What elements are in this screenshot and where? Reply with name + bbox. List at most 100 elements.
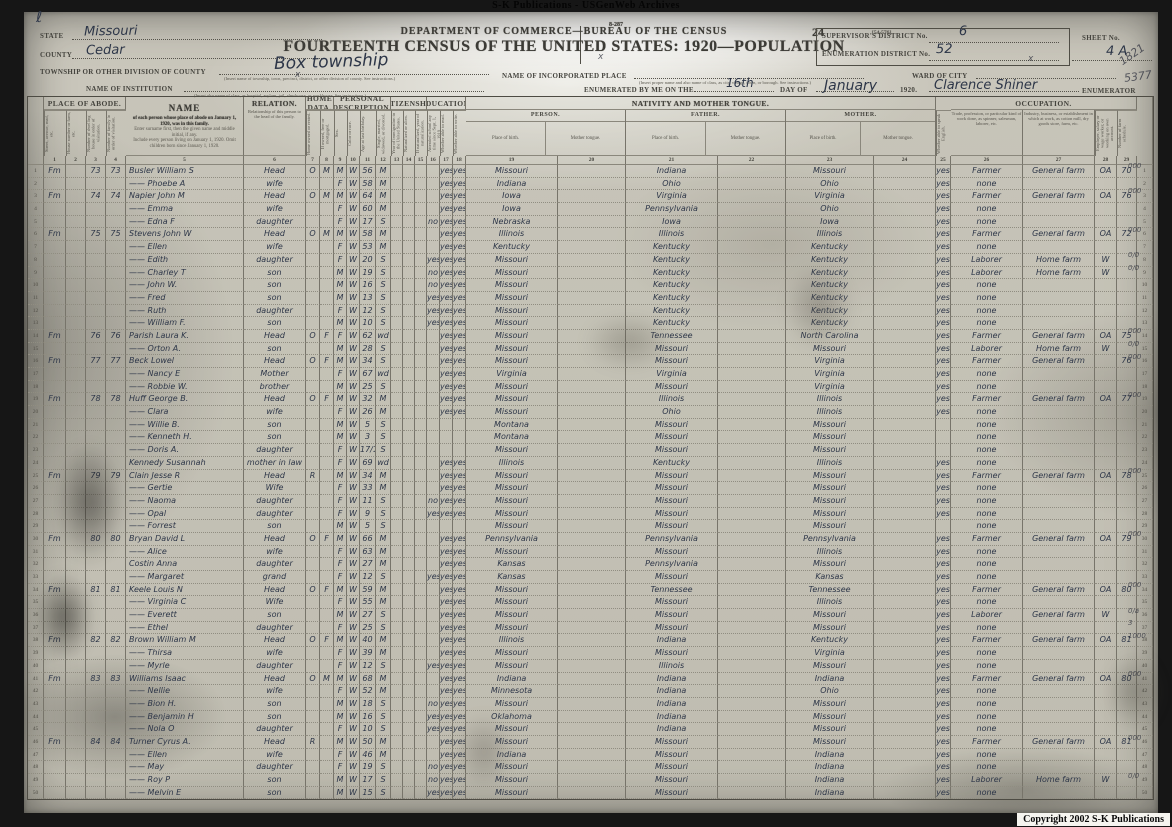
cell-col11: 32 (360, 393, 376, 407)
cell-col20 (558, 672, 626, 686)
cell-col6: son (244, 520, 306, 533)
cell-col1 (44, 241, 66, 254)
cell-col17: yes (440, 697, 453, 711)
cell-col16: yes (427, 786, 440, 800)
cell-col14 (403, 380, 415, 394)
cell-col23: Ohio (786, 177, 874, 191)
cell-col1 (44, 659, 66, 673)
cell-col23: Missouri (786, 659, 874, 673)
cell-col23: Illinois (786, 545, 874, 559)
cell-col21: Missouri (626, 774, 718, 787)
cell-col17: yes (440, 406, 453, 419)
line-number-left: 4 (28, 203, 44, 216)
cell-col23: Missouri (786, 710, 874, 724)
cell-col25: yes (936, 482, 951, 495)
cell-col23: Missouri (786, 444, 874, 457)
sheet-rule (1072, 60, 1152, 61)
cell-col21: Ohio (626, 406, 718, 419)
cell-col27 (1023, 571, 1095, 584)
cell-name: Clain Jesse R (126, 469, 244, 483)
cell-col21: Indiana (626, 685, 718, 698)
cell-col20 (558, 380, 626, 394)
cell-col29 (1117, 494, 1137, 508)
cell-col2 (66, 558, 86, 571)
cell-col25: yes (936, 279, 951, 292)
line-number-right: 9 (1137, 266, 1153, 280)
cell-col23: Kentucky (786, 279, 874, 292)
cell-col19: Oklahoma (466, 710, 558, 724)
cell-col22 (718, 469, 786, 483)
cell-col24 (874, 393, 936, 407)
cell-col1 (44, 558, 66, 571)
cell-col23: Tennessee (786, 583, 874, 597)
cell-col29 (1117, 697, 1137, 711)
cell-col24 (874, 469, 936, 483)
cell-col11: 18 (360, 697, 376, 711)
cell-col7 (306, 406, 320, 419)
cell-col14 (403, 190, 415, 204)
cell-col8 (320, 748, 334, 762)
cell-col12: M (376, 406, 391, 419)
cell-col26: Laborer (951, 266, 1023, 280)
line-number-left: 11 (28, 291, 44, 305)
cell-name: —— Ellen (126, 748, 244, 762)
cell-col11: 10 (360, 723, 376, 736)
cell-col27 (1023, 317, 1095, 330)
cell-col14 (403, 393, 415, 407)
cell-col12: S (376, 494, 391, 508)
cell-col8 (320, 482, 334, 495)
cell-col24 (874, 609, 936, 622)
cell-col28 (1095, 241, 1117, 254)
cell-col3 (86, 368, 106, 381)
cell-col27 (1023, 545, 1095, 559)
cell-col20 (558, 761, 626, 774)
cell-col3: 74 (86, 190, 106, 204)
cell-col20 (558, 634, 626, 648)
cell-col7: O (306, 190, 320, 204)
cell-col10: W (347, 368, 360, 381)
cell-col26: Laborer (951, 253, 1023, 267)
cell-col25 (936, 520, 951, 533)
cell-col28: OA (1095, 165, 1117, 178)
cell-col11: 59 (360, 583, 376, 597)
cell-name: —— Virginia C (126, 596, 244, 610)
cell-col14 (403, 253, 415, 267)
cell-col21: Pennsylvania (626, 203, 718, 216)
cell-col24 (874, 215, 936, 229)
cell-col28 (1095, 545, 1117, 559)
cell-col21: Illinois (626, 659, 718, 673)
cell-col16: yes (427, 659, 440, 673)
cell-col26: Farmer (951, 532, 1023, 546)
cell-col1: Fm (44, 355, 66, 368)
cell-col15 (415, 494, 427, 508)
cell-col6: son (244, 774, 306, 787)
cell-col29 (1117, 621, 1137, 635)
line-number-right: 19 (1137, 393, 1153, 407)
cell-col24 (874, 177, 936, 191)
cell-col16: yes (427, 571, 440, 584)
cell-col9: M (334, 291, 347, 305)
cell-col10: W (347, 431, 360, 445)
cell-col9: M (334, 317, 347, 330)
cell-col22 (718, 545, 786, 559)
cell-col23: Illinois (786, 393, 874, 407)
cell-col14 (403, 494, 415, 508)
cell-col9: M (334, 355, 347, 368)
cell-col20 (558, 735, 626, 749)
cell-col4 (106, 621, 126, 635)
cell-col1 (44, 431, 66, 445)
cell-col8 (320, 685, 334, 698)
cell-col24 (874, 672, 936, 686)
cell-col16: yes (427, 507, 440, 521)
cell-col4 (106, 203, 126, 216)
cell-col2 (66, 165, 86, 178)
cell-col29 (1117, 659, 1137, 673)
cell-col18: yes (453, 456, 466, 470)
cell-col2 (66, 355, 86, 368)
cell-col27 (1023, 241, 1095, 254)
cell-col16 (427, 228, 440, 242)
cell-col7 (306, 761, 320, 774)
cell-col13 (391, 761, 403, 774)
cell-col4 (106, 647, 126, 660)
cell-col14 (403, 672, 415, 686)
